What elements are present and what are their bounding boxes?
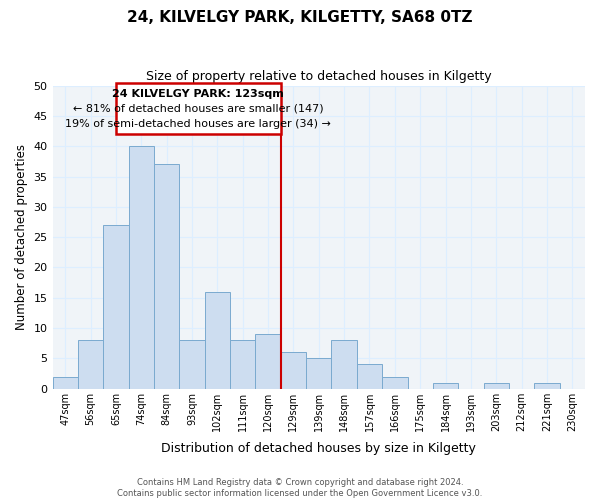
Text: 19% of semi-detached houses are larger (34) →: 19% of semi-detached houses are larger (… — [65, 119, 331, 129]
Bar — [534, 382, 560, 388]
Bar — [331, 340, 357, 388]
Y-axis label: Number of detached properties: Number of detached properties — [15, 144, 28, 330]
Bar — [128, 146, 154, 388]
Title: Size of property relative to detached houses in Kilgetty: Size of property relative to detached ho… — [146, 70, 491, 83]
Text: ← 81% of detached houses are smaller (147): ← 81% of detached houses are smaller (14… — [73, 104, 323, 114]
Bar — [78, 340, 103, 388]
Bar — [154, 164, 179, 388]
Bar — [357, 364, 382, 388]
Text: 24, KILVELGY PARK, KILGETTY, SA68 0TZ: 24, KILVELGY PARK, KILGETTY, SA68 0TZ — [127, 10, 473, 25]
Bar — [306, 358, 331, 388]
Bar — [205, 292, 230, 388]
Bar — [256, 334, 281, 388]
Bar — [230, 340, 256, 388]
Bar — [281, 352, 306, 388]
Bar — [103, 225, 128, 388]
FancyBboxPatch shape — [116, 82, 281, 134]
X-axis label: Distribution of detached houses by size in Kilgetty: Distribution of detached houses by size … — [161, 442, 476, 455]
Bar — [484, 382, 509, 388]
Bar — [433, 382, 458, 388]
Bar — [179, 340, 205, 388]
Text: Contains HM Land Registry data © Crown copyright and database right 2024.
Contai: Contains HM Land Registry data © Crown c… — [118, 478, 482, 498]
Bar — [53, 376, 78, 388]
Text: 24 KILVELGY PARK: 123sqm: 24 KILVELGY PARK: 123sqm — [112, 88, 284, 99]
Bar — [382, 376, 407, 388]
